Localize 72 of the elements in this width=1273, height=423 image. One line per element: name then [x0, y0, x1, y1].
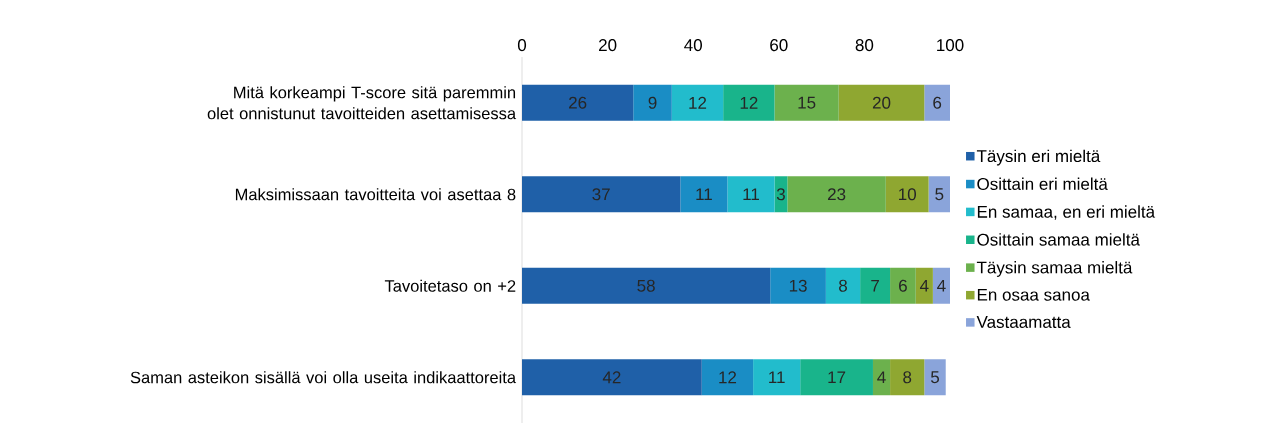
- data-label: 4: [937, 279, 946, 292]
- bar: [680, 176, 728, 213]
- legend-label: Täysin eri mieltä: [976, 149, 1101, 166]
- data-label: 13: [789, 279, 807, 292]
- bar: [753, 359, 801, 396]
- data-label: 5: [935, 188, 944, 201]
- data-label: 37: [592, 188, 610, 201]
- bar: [885, 176, 929, 213]
- bar: [723, 84, 775, 121]
- data-label: 9: [648, 96, 657, 109]
- bar: [800, 359, 873, 396]
- data-label: 8: [839, 279, 847, 292]
- bar: [774, 84, 839, 121]
- x-tick-label: 80: [855, 39, 874, 52]
- bar: [915, 267, 933, 304]
- legend-label: Osittain samaa mieltä: [977, 233, 1140, 246]
- bar: [890, 359, 925, 396]
- legend-label: En osaa sanoa: [977, 288, 1090, 301]
- bar: [522, 176, 681, 213]
- legend-label: Osittain eri mieltä: [977, 177, 1108, 190]
- data-label: 12: [689, 96, 707, 109]
- data-label: 5: [930, 371, 940, 384]
- bar: [890, 267, 916, 304]
- y-tick-label: Saman asteikon sisällä voi olla useita indikaattoreita: [130, 371, 517, 384]
- bar: [787, 176, 886, 213]
- bar: [671, 84, 724, 121]
- x-tick-label: 20: [599, 39, 617, 52]
- x-tick-label: 40: [684, 39, 702, 52]
- data-label: 12: [740, 96, 758, 109]
- data-label: 26: [569, 96, 587, 109]
- bar: [838, 84, 925, 121]
- legend-label: Vastaamatta: [976, 316, 1071, 328]
- data-label: 11: [696, 188, 712, 201]
- data-label: 3: [776, 188, 785, 201]
- y-tick-label: Mitä korkeampi T-score sitä paremmin olet onnistunut tavoitteiden asettamisessa: [207, 86, 517, 120]
- data-label: 4: [919, 279, 929, 292]
- bar: [633, 84, 672, 121]
- bar: [727, 176, 775, 213]
- data-label: 10: [899, 188, 916, 201]
- legend-label: Täysin samaa mieltä: [976, 261, 1133, 277]
- data-label: 6: [933, 96, 942, 109]
- data-label: 11: [743, 188, 759, 201]
- data-label: 8: [903, 371, 912, 384]
- bar: [928, 176, 950, 213]
- y-tick-label: Tavoitetaso on +2: [384, 279, 516, 292]
- bar: [924, 359, 946, 396]
- data-label: 6: [899, 279, 907, 292]
- legend-label: En samaa, en eri mieltä: [977, 205, 1156, 220]
- bar: [924, 84, 950, 121]
- bar: [825, 267, 861, 304]
- y-tick-label: Maksimissaan tavoitteita voi asettaa 8: [235, 188, 516, 201]
- data-label: 12: [719, 371, 737, 384]
- data-label: 42: [602, 371, 621, 384]
- bar: [522, 267, 771, 304]
- data-label: 17: [828, 371, 846, 384]
- data-label: 4: [877, 371, 886, 384]
- data-label: 23: [827, 188, 846, 201]
- data-label: 20: [872, 96, 891, 109]
- x-tick-label: 0: [517, 39, 527, 52]
- data-label: 11: [769, 371, 785, 384]
- data-label: 58: [637, 279, 655, 292]
- x-tick-label: 100: [937, 39, 964, 52]
- bar: [872, 359, 891, 396]
- bar: [860, 267, 891, 304]
- data-label: 15: [798, 96, 816, 109]
- x-tick-label: 60: [770, 39, 788, 52]
- bar: [770, 267, 826, 304]
- bar: [522, 359, 702, 396]
- bar: [932, 267, 950, 304]
- bar: [522, 84, 634, 121]
- bar: [701, 359, 754, 396]
- data-label: 7: [871, 279, 879, 292]
